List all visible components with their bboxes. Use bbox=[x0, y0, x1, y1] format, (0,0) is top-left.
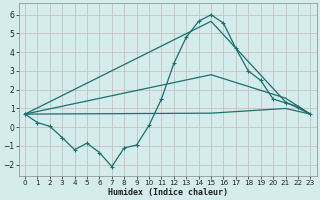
X-axis label: Humidex (Indice chaleur): Humidex (Indice chaleur) bbox=[108, 188, 228, 197]
